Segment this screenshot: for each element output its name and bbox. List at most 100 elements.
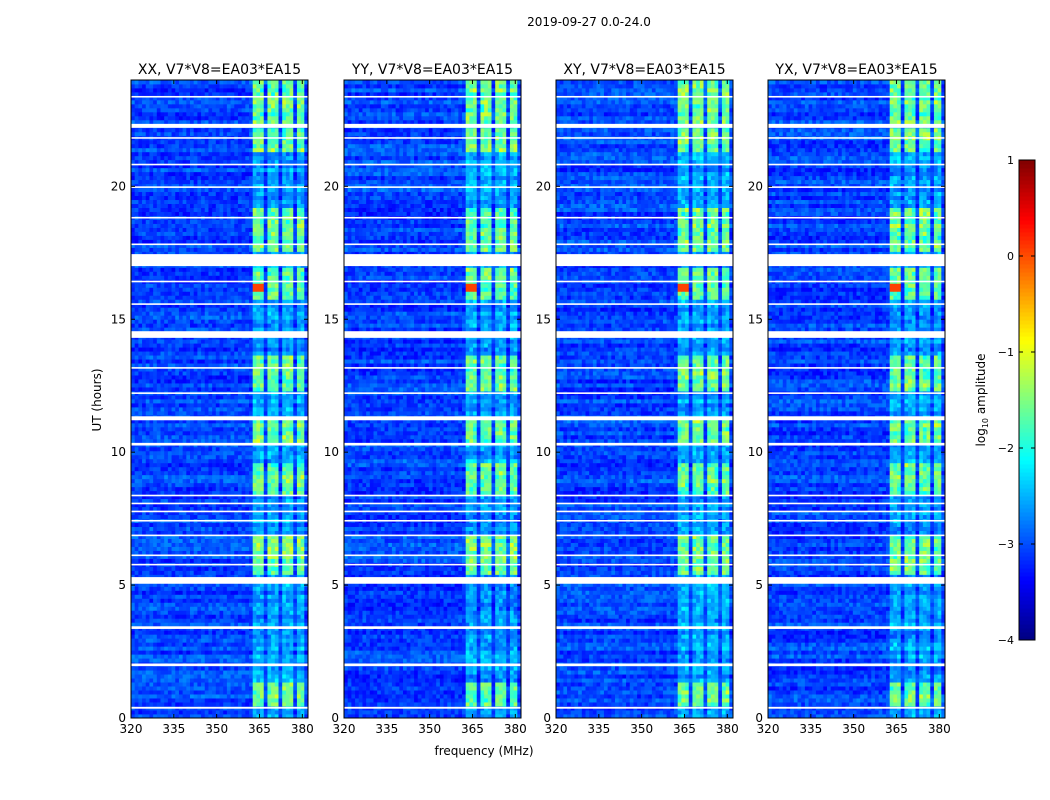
heat-cell — [293, 594, 297, 598]
heat-cell — [190, 658, 194, 662]
heat-cell — [153, 602, 157, 606]
heat-cell — [253, 634, 257, 638]
heat-cell — [260, 646, 264, 650]
heat-cell — [242, 686, 246, 690]
heat-cell — [172, 678, 176, 682]
heat-cell — [131, 682, 135, 686]
heat-cell — [197, 566, 201, 570]
heat-cell — [249, 598, 253, 602]
heat-cell — [168, 638, 172, 642]
heat-cell — [157, 610, 161, 614]
heat-cell — [197, 646, 201, 650]
heat-cell — [271, 566, 275, 570]
heat-cell — [161, 666, 165, 670]
heat-cell — [260, 618, 264, 622]
heat-cell — [293, 634, 297, 638]
heat-cell — [168, 698, 172, 702]
heat-cell — [212, 634, 216, 638]
heat-cell — [142, 618, 146, 622]
heat-cell — [260, 654, 264, 658]
heat-cell — [286, 678, 290, 682]
heat-cell — [183, 610, 187, 614]
heat-cell — [301, 666, 305, 670]
heat-cell — [216, 694, 220, 698]
heat-cell — [138, 638, 142, 642]
heat-cell — [282, 702, 286, 706]
heat-cell — [249, 606, 253, 610]
heat-cell — [186, 570, 190, 574]
heat-cell — [234, 666, 238, 670]
heat-cell — [264, 698, 268, 702]
heat-cell — [201, 630, 205, 634]
heat-cell — [297, 678, 301, 682]
heat-cell — [149, 654, 153, 658]
heat-cell — [138, 674, 142, 678]
heat-cell — [271, 670, 275, 674]
heat-cell — [238, 570, 242, 574]
heat-cell — [172, 658, 176, 662]
heat-cell — [183, 690, 187, 694]
heat-cell — [153, 686, 157, 690]
heat-cell — [227, 690, 231, 694]
heat-cell — [267, 702, 271, 706]
heat-cell — [227, 614, 231, 618]
heat-cell — [197, 614, 201, 618]
heat-cell — [271, 614, 275, 618]
heat-cell — [164, 658, 168, 662]
heat-cell — [197, 642, 201, 646]
heat-cell — [290, 698, 294, 702]
heat-cell — [175, 598, 179, 602]
heat-cell — [282, 650, 286, 654]
heat-cell — [301, 586, 305, 590]
heat-cell — [231, 650, 235, 654]
heat-cell — [194, 570, 198, 574]
heat-cell — [301, 598, 305, 602]
heat-cell — [161, 690, 165, 694]
heat-cell — [231, 622, 235, 626]
heat-cell — [301, 682, 305, 686]
heat-cell — [153, 674, 157, 678]
heat-cell — [264, 622, 268, 626]
heat-cell — [260, 666, 264, 670]
heat-cell — [282, 614, 286, 618]
heat-cell — [138, 586, 142, 590]
heat-cell — [201, 566, 205, 570]
heat-cell — [179, 666, 183, 670]
heat-cell — [142, 590, 146, 594]
heat-cell — [260, 670, 264, 674]
heat-cell — [260, 690, 264, 694]
heat-cell — [175, 622, 179, 626]
heat-cell — [146, 614, 150, 618]
heat-cell — [220, 710, 224, 714]
heat-cell — [153, 658, 157, 662]
heat-cell — [293, 642, 297, 646]
heat-cell — [297, 686, 301, 690]
heat-cell — [168, 702, 172, 706]
heat-cell — [201, 559, 205, 563]
heat-cell — [157, 590, 161, 594]
heat-cell — [194, 638, 198, 642]
heat-cell — [290, 686, 294, 690]
heat-cell — [301, 622, 305, 626]
heat-cell — [231, 698, 235, 702]
heat-cell — [238, 610, 242, 614]
heat-cell — [142, 674, 146, 678]
heat-cell — [282, 694, 286, 698]
heat-cell — [245, 618, 249, 622]
heat-cell — [227, 594, 231, 598]
heat-cell — [234, 634, 238, 638]
heat-cell — [131, 710, 135, 714]
heat-cell — [186, 638, 190, 642]
heat-cell — [208, 690, 212, 694]
heat-cell — [172, 682, 176, 686]
heat-cell — [290, 650, 294, 654]
heat-cell — [146, 694, 150, 698]
heat-cell — [138, 694, 142, 698]
heat-cell — [186, 551, 190, 555]
heat-cell — [183, 559, 187, 563]
heat-cell — [205, 690, 209, 694]
heat-cell — [264, 586, 268, 590]
heat-cell — [208, 622, 212, 626]
heat-cell — [271, 594, 275, 598]
heat-cell — [249, 702, 253, 706]
